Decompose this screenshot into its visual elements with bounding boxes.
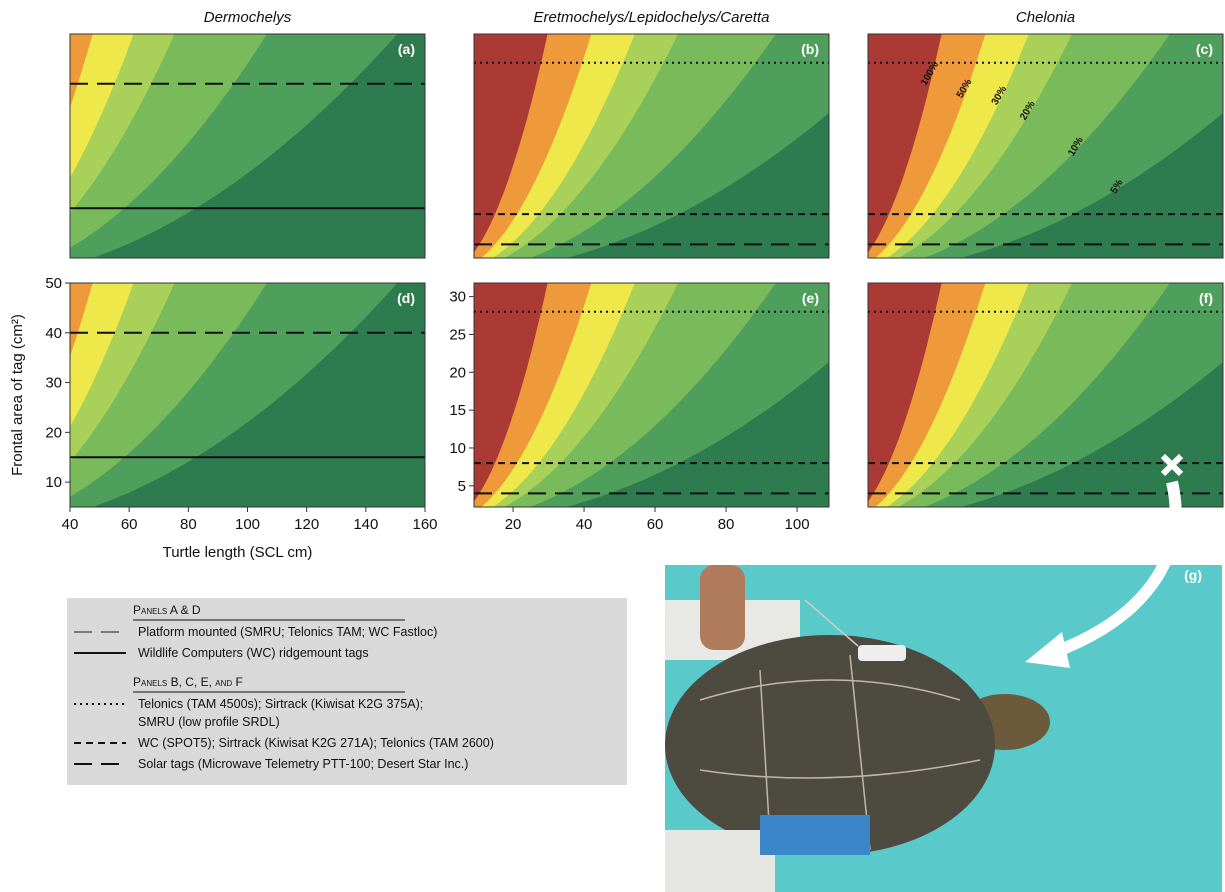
contour-band bbox=[566, 361, 829, 507]
x-tick-label: 100 bbox=[785, 516, 810, 533]
plot-frame bbox=[69, 33, 426, 259]
x-tick-label: 160 bbox=[412, 516, 437, 533]
arrow-head bbox=[1025, 632, 1070, 668]
plot-frame bbox=[867, 33, 1224, 259]
contour-band bbox=[92, 283, 425, 507]
panel: (b) Eretmochelys/Lepidochelys/Caretta bbox=[473, 9, 830, 259]
column-title: Eretmochelys/Lepidochelys/Caretta bbox=[534, 9, 770, 26]
photo-panel: (g) bbox=[665, 565, 1222, 892]
x-tick-label: 60 bbox=[647, 516, 664, 533]
legend-text: WC (SPOT5); Sirtrack (Kiwisat K2G 271A);… bbox=[138, 736, 494, 750]
panel: (a) Dermochelys bbox=[69, 9, 426, 259]
legend-text: Wildlife Computers (WC) ridgemount tags bbox=[138, 646, 369, 660]
plot-frame bbox=[867, 282, 1224, 508]
y-tick-label: 40 bbox=[45, 325, 62, 342]
x-tick-label: 20 bbox=[505, 516, 522, 533]
y-tick-label: 25 bbox=[449, 326, 466, 343]
turtle-shell bbox=[665, 635, 995, 855]
shell-scutes bbox=[699, 654, 981, 851]
legend-text: Platform mounted (SMRU; Telonics TAM; WC… bbox=[138, 625, 437, 639]
arrow bbox=[1025, 453, 1184, 668]
legend-heading: Panels B, C, E, and F bbox=[133, 675, 243, 689]
y-axis-label: Frontal area of tag (cm²) bbox=[9, 314, 26, 476]
y-tick-label: 5 bbox=[458, 478, 466, 495]
contour-band bbox=[566, 112, 829, 258]
x-axis-label: Turtle length (SCL cm) bbox=[163, 544, 313, 561]
antenna bbox=[804, 599, 859, 647]
tag bbox=[858, 645, 906, 661]
legend-heading: Panels A & D bbox=[133, 603, 201, 617]
legend-text: Solar tags (Microwave Telemetry PTT-100;… bbox=[138, 757, 468, 771]
x-tick-label: 140 bbox=[353, 516, 378, 533]
legend-text: SMRU (low profile SRDL) bbox=[138, 715, 280, 729]
panel-label: (e) bbox=[802, 290, 819, 306]
x-tick-label: 100 bbox=[235, 516, 260, 533]
contour-bands bbox=[868, 34, 1223, 258]
contour-bands bbox=[474, 34, 829, 258]
contour-bands bbox=[70, 34, 425, 258]
contour-bands bbox=[70, 283, 425, 507]
boat-edge bbox=[665, 830, 775, 892]
panel-label: (g) bbox=[1184, 567, 1202, 583]
panel: 5%10%20%30%50%100%(c)Chelonia bbox=[867, 9, 1224, 259]
plot-frame bbox=[473, 33, 830, 259]
y-tick-label: 30 bbox=[449, 289, 466, 306]
cloth bbox=[760, 815, 870, 855]
contour-band bbox=[960, 361, 1223, 507]
contour-band bbox=[92, 34, 425, 258]
y-tick-label: 10 bbox=[449, 440, 466, 457]
panel-label: (d) bbox=[397, 290, 415, 306]
panel-label: (f) bbox=[1199, 290, 1213, 306]
panel-label: (b) bbox=[801, 41, 819, 57]
y-tick-label: 50 bbox=[45, 275, 62, 292]
y-tick-label: 20 bbox=[449, 364, 466, 381]
x-tick-label: 40 bbox=[62, 516, 79, 533]
contour-bands bbox=[474, 283, 829, 507]
x-tick-label: 80 bbox=[718, 516, 735, 533]
column-title: Dermochelys bbox=[204, 9, 292, 26]
y-tick-label: 20 bbox=[45, 424, 62, 441]
panel-label: (a) bbox=[398, 41, 415, 57]
panel-label: (c) bbox=[1196, 41, 1213, 57]
x-tick-label: 40 bbox=[576, 516, 593, 533]
panel: (d) 10 20 30 40 50 40 60 80 100 120 140 160 Turtle le… bbox=[9, 275, 438, 561]
x-tick-label: 120 bbox=[294, 516, 319, 533]
x-mark bbox=[1160, 453, 1184, 477]
y-tick-label: 10 bbox=[45, 474, 62, 491]
legend-text: Telonics (TAM 4500s); Sirtrack (Kiwisat … bbox=[138, 697, 423, 711]
x-tick-label: 60 bbox=[121, 516, 138, 533]
contour-band bbox=[960, 112, 1223, 258]
arrow-shaft bbox=[1052, 480, 1182, 658]
y-tick-label: 15 bbox=[449, 402, 466, 419]
legend: Panels A & D Platform mounted (SMRU; Telo… bbox=[67, 598, 627, 785]
plot-frame bbox=[473, 282, 830, 508]
arm bbox=[700, 565, 745, 650]
y-tick-label: 30 bbox=[45, 375, 62, 392]
panel: (e) 5 10 15 20 25 30 20 40 60 80 100 bbox=[449, 282, 830, 533]
x-tick-label: 80 bbox=[180, 516, 197, 533]
column-title: Chelonia bbox=[1016, 9, 1075, 26]
